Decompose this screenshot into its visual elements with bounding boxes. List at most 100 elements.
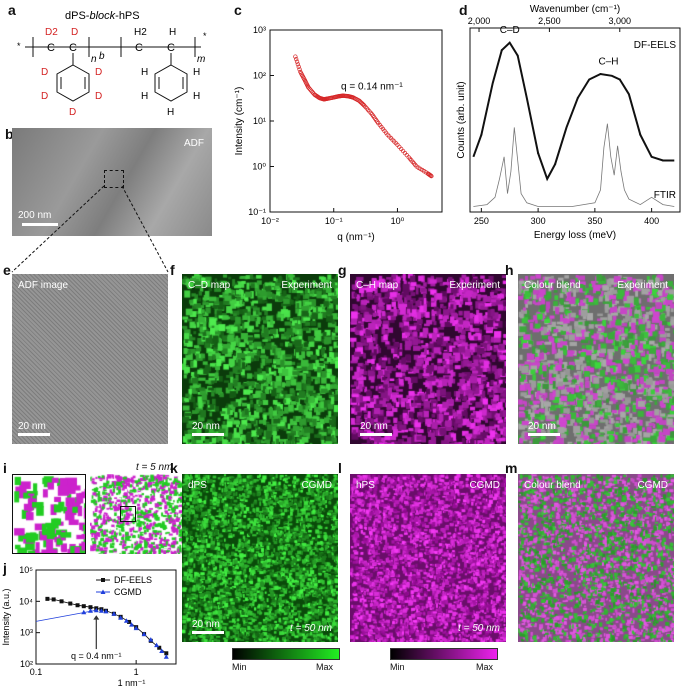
- data-point: [429, 173, 434, 179]
- atom-h2: H2: [134, 27, 147, 38]
- eels-data-point: [639, 133, 642, 136]
- atom-h-4: H: [141, 91, 148, 102]
- cgmd-data-point: [129, 622, 135, 627]
- experiment-label: Experiment: [281, 280, 332, 291]
- cd-map-image: C–D map Experiment 20 nm: [182, 274, 338, 444]
- cgmd-data-point: [133, 625, 139, 631]
- peak-label-cd: C–D: [500, 25, 520, 36]
- cgmd-data-point: [81, 609, 87, 615]
- dfeels-data-point: [164, 651, 169, 656]
- colour-blend-image: Colour blend Experiment 20 nm: [518, 274, 674, 444]
- atom-h-2: H: [141, 67, 148, 78]
- atom-d-6: D: [69, 107, 76, 118]
- panel-label-a: a: [8, 2, 16, 18]
- atom-d2-1: D2: [45, 27, 58, 38]
- y-axis-label: Intensity (cm⁻¹): [234, 87, 245, 156]
- cgmd-data-point: [87, 608, 93, 613]
- structure-title: dPS-block-hPS: [65, 10, 140, 22]
- cgmd-data-point: [141, 631, 147, 637]
- dfeels-data-point: [157, 645, 162, 650]
- legend-ftir: FTIR: [654, 190, 676, 201]
- top-axis-label: Wavenumber (cm⁻¹): [530, 4, 620, 15]
- data-point: [307, 86, 312, 91]
- x-tick-label: 300: [531, 216, 546, 226]
- cgmd-data-point: [159, 648, 165, 653]
- cgmd-data-point: [103, 608, 109, 614]
- data-point: [361, 102, 366, 107]
- panel-label-g: g: [338, 262, 347, 278]
- atom-d-4: D: [41, 91, 48, 102]
- y-axis-label: Intensity (a.u.): [1, 588, 11, 645]
- data-point: [294, 59, 300, 64]
- eels-data-point: [500, 49, 503, 52]
- atom-c1: C: [47, 42, 55, 54]
- x-axis-label: Energy loss (meV): [534, 230, 616, 241]
- x-tick-label: 10⁻¹: [325, 216, 343, 226]
- panel-label-f: f: [170, 262, 175, 278]
- eels-data-point: [576, 96, 579, 99]
- data-point: [297, 67, 302, 72]
- cgmd-snapshot-image: [90, 474, 182, 554]
- panel-label-h: h: [505, 262, 514, 278]
- plot-frame: [35, 569, 177, 665]
- y-axis-label: Counts (arb. unit): [456, 81, 467, 158]
- colorbar-max: Max: [476, 662, 494, 672]
- top-tick-label: 2,000: [468, 16, 491, 26]
- y-tick-label: 10³: [20, 628, 33, 638]
- x-tick-label: 10⁻²: [261, 216, 279, 226]
- eels-data-point: [661, 159, 664, 162]
- y-tick-label: 10²: [20, 659, 33, 669]
- x-tick-label: 250: [474, 216, 489, 226]
- arrow-head: [93, 615, 100, 620]
- atom-h-5: H: [193, 91, 200, 102]
- star-left: *: [17, 41, 21, 51]
- atom-c4: C: [167, 42, 175, 54]
- colorbar-min: Min: [390, 662, 405, 672]
- eels-data-point: [480, 133, 483, 136]
- dps-cgmd-map: dPS CGMD 20 nm t = 50 nm: [182, 474, 338, 642]
- chemical-structure: dPS-block-hPS * C D2 C D n b D D D D D C…: [17, 10, 207, 118]
- adf-overview-image: ADF 200 nm: [12, 128, 212, 236]
- scale-bar-label: 20 nm: [360, 421, 388, 432]
- star-right: *: [203, 31, 207, 41]
- x-axis-label: 1 nm⁻¹: [118, 678, 146, 687]
- x-tick-label: 0.1: [30, 667, 43, 677]
- time-label: t = 5 nm: [136, 462, 173, 473]
- y-tick-label: 10⁵: [19, 565, 33, 575]
- x-axis-label: q (nm⁻¹): [337, 232, 375, 243]
- legend-cgmd: CGMD: [114, 587, 142, 597]
- scale-bar: [18, 433, 50, 436]
- x-tick-label: 10⁰: [391, 216, 405, 226]
- eels-data-point: [516, 54, 519, 57]
- dfeels-data-point: [45, 596, 50, 601]
- cgmd-data-point: [154, 642, 160, 648]
- plot-frame: [469, 27, 681, 213]
- y-tick-label: 10⁻¹: [248, 207, 266, 217]
- x-tick-label: 1: [134, 667, 139, 677]
- eels-data-point: [537, 152, 540, 155]
- scale-bar-label: 20 nm: [192, 421, 220, 432]
- ch-map-label: C–H map: [356, 280, 399, 291]
- colour-blend-label: Colour blend: [524, 280, 581, 291]
- scale-bar: [22, 223, 58, 226]
- magenta-colorbar: [390, 648, 498, 660]
- colour-blend-cgmd-map: Colour blend CGMD: [518, 474, 674, 642]
- cgmd-fit-line: [35, 609, 97, 622]
- top-tick-label: 2,500: [538, 16, 561, 26]
- dps-label: dPS: [188, 480, 207, 491]
- cgmd-data-point: [123, 618, 129, 623]
- time-label: t = 50 nm: [458, 623, 500, 634]
- scale-bar: [528, 433, 560, 436]
- cgmd-data-point: [111, 611, 117, 616]
- legend-marker-dfeels: [101, 578, 105, 582]
- dfeels-data-point: [88, 605, 93, 610]
- atom-h-3: H: [193, 67, 200, 78]
- y-tick-label: 10¹: [253, 116, 266, 126]
- data-point: [293, 54, 298, 59]
- legend-dfeels: DF-EELS: [114, 575, 152, 585]
- cgmd-zoom-image: [12, 474, 86, 554]
- data-point: [306, 85, 311, 90]
- cgmd-label: CGMD: [637, 480, 668, 491]
- eels-data-point: [618, 78, 621, 81]
- label-b: b: [99, 51, 105, 62]
